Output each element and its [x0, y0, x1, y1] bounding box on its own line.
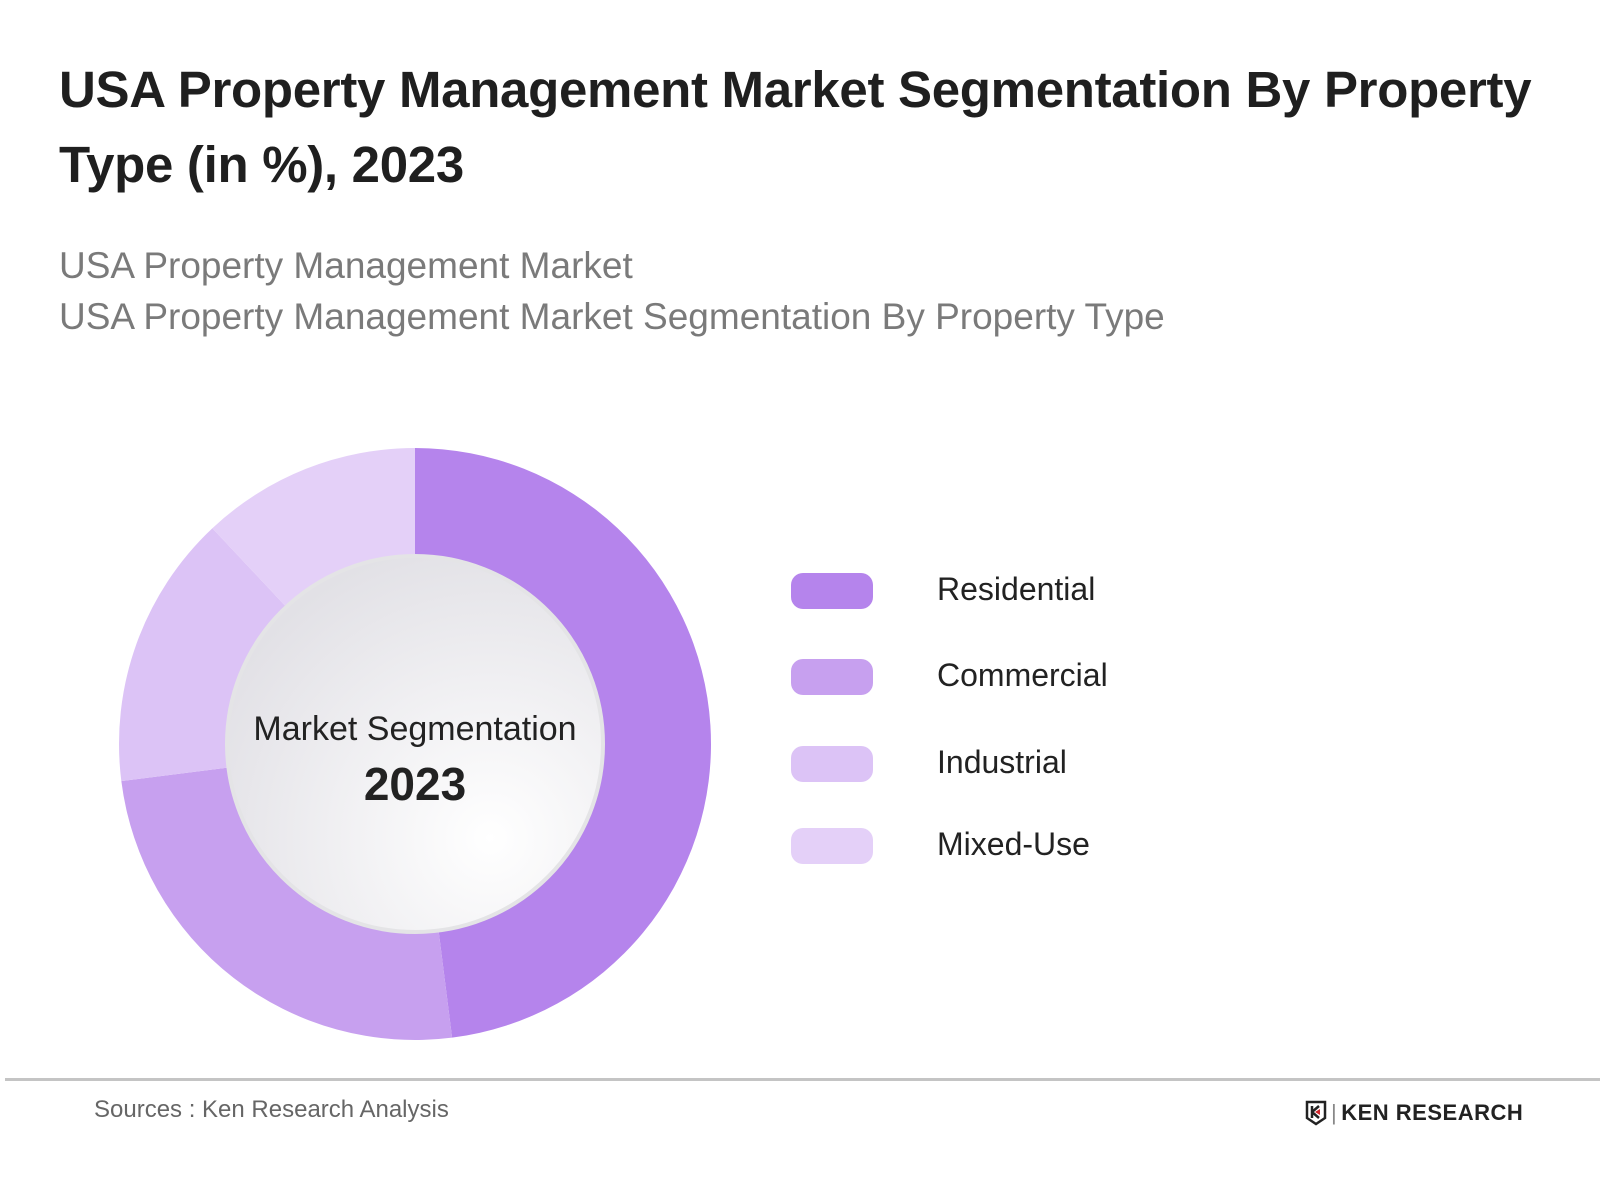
legend-label: Commercial [937, 657, 1108, 693]
source-note: Sources : Ken Research Analysis [94, 1096, 449, 1123]
logo-text: KEN RESEARCH [1341, 1100, 1524, 1125]
chart-subtitle-market: USA Property Management Market [59, 245, 633, 286]
legend-swatch [791, 573, 873, 609]
donut-slice-commercial[interactable] [121, 765, 453, 1040]
chart-subtitle-segment: USA Property Management Market Segmentat… [59, 296, 1165, 337]
center-value: 2023 [364, 758, 466, 810]
legend-swatch [791, 659, 873, 695]
donut-slice-industrial[interactable] [118, 528, 299, 782]
center-label: Market Segmentation [253, 710, 576, 748]
legend-label: Residential [937, 571, 1096, 607]
ken-research-logo: | KEN RESEARCH [1305, 1100, 1523, 1126]
footer-divider [5, 1078, 1600, 1081]
chart-title: USA Property Management Market Segmentat… [59, 61, 1532, 193]
donut-chart: Market Segmentation 2023 [118, 448, 711, 1040]
logo-shield-icon [1305, 1100, 1327, 1126]
legend-swatch [791, 746, 873, 782]
legend-swatch [791, 828, 873, 864]
legend-label: Industrial [937, 744, 1067, 780]
donut-slice-residential[interactable] [415, 448, 711, 1038]
donut-center [225, 554, 605, 934]
legend-label: Mixed-Use [937, 826, 1090, 862]
